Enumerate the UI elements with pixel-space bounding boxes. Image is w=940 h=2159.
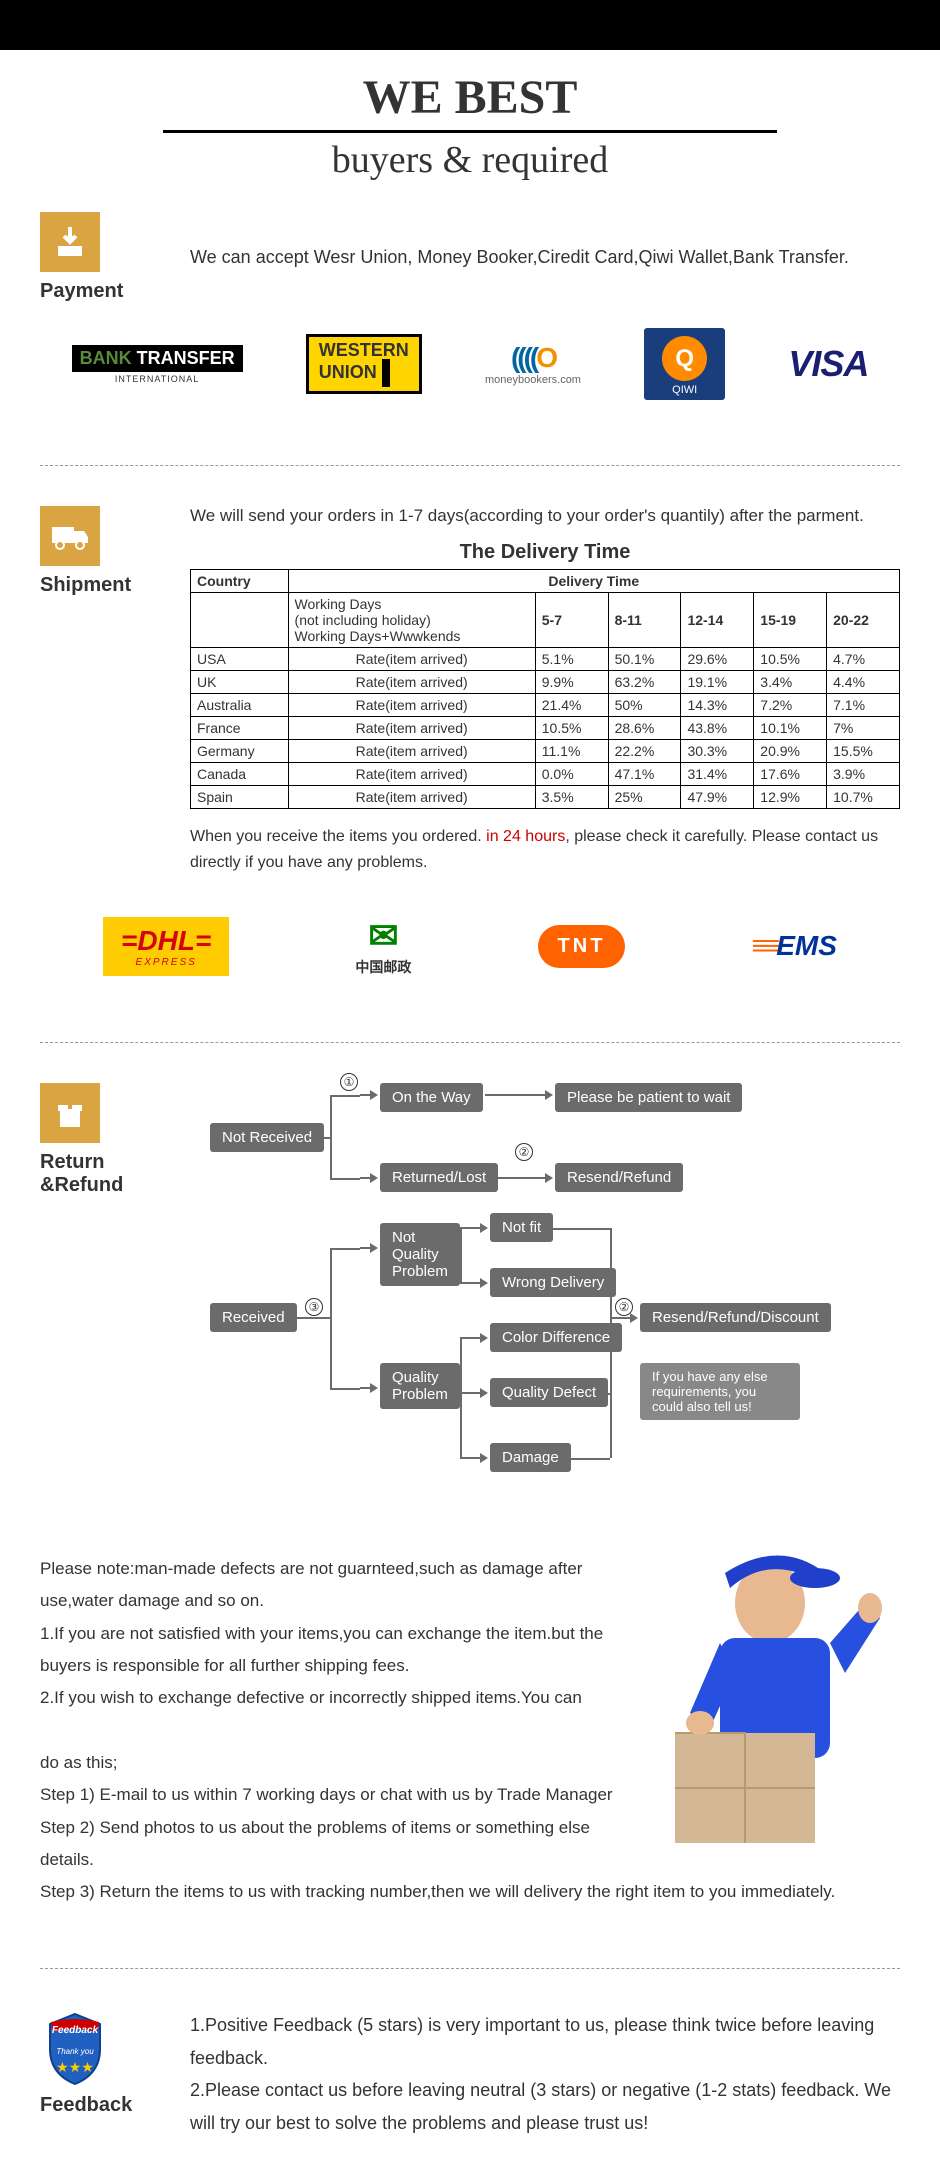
visa-logo: VISA — [783, 338, 873, 390]
flow-on-way: On the Way — [380, 1083, 483, 1112]
th-working-days: Working Days (not including holiday) Wor… — [288, 593, 535, 648]
ems-logo: ≡≡EMS — [747, 925, 842, 967]
table-row: USARate(item arrived)5.1%50.1%29.6%10.5%… — [191, 648, 900, 671]
bank-transfer-logo: BANK TRANSFER INTERNATIONAL — [67, 340, 248, 389]
flow-resend: Resend/Refund — [555, 1163, 683, 1192]
payment-icon — [40, 212, 100, 272]
flow-damage: Damage — [490, 1443, 571, 1472]
tnt-logo: TNT — [533, 920, 631, 973]
flow-wrong: Wrong Delivery — [490, 1268, 616, 1297]
moneybookers-logo: ((((O moneybookers.com — [480, 337, 586, 391]
china-post-logo: ✉ 中国邮政 — [350, 910, 416, 982]
return-policy-block: Please note:man-made defects are not gua… — [40, 1533, 900, 1928]
shipment-intro: We will send your orders in 1-7 days(acc… — [190, 506, 900, 526]
flow-qp: Quality Problem — [380, 1363, 460, 1409]
refund-label: Return &Refund — [40, 1151, 170, 1197]
payment-text: We can accept Wesr Union, Money Booker,C… — [190, 247, 900, 268]
western-union-logo: WESTERNUNION — [301, 329, 427, 399]
divider — [40, 465, 900, 466]
table-row: SpainRate(item arrived)3.5%25%47.9%12.9%… — [191, 786, 900, 809]
th-col: 8-11 — [608, 593, 681, 648]
flow-returned: Returned/Lost — [380, 1163, 498, 1192]
flow-not-fit: Not fit — [490, 1213, 553, 1242]
refund-icon — [40, 1083, 100, 1143]
th-col: 12-14 — [681, 593, 754, 648]
th-col: 20-22 — [827, 593, 900, 648]
table-row: UKRate(item arrived)9.9%63.2%19.1%3.4%4.… — [191, 671, 900, 694]
th-col: 15-19 — [754, 593, 827, 648]
flow-resend2: Resend/Refund/Discount — [640, 1303, 831, 1332]
flow-info: If you have any else requirements, you c… — [640, 1363, 800, 1420]
feedback-section: Feedback Thank you ★★★ Feedback 1.Positi… — [0, 1989, 940, 2159]
feedback-label: Feedback — [40, 2094, 170, 2117]
shipment-label: Shipment — [40, 574, 170, 597]
dhl-logo: =DHL= EXPRESS — [98, 912, 234, 981]
th-col: 5-7 — [535, 593, 608, 648]
table-row: GermanyRate(item arrived)11.1%22.2%30.3%… — [191, 740, 900, 763]
page-subtitle: buyers & required — [0, 138, 940, 182]
qiwi-logo: Q QIWI — [639, 323, 730, 405]
table-row: AustraliaRate(item arrived)21.4%50%14.3%… — [191, 694, 900, 717]
svg-text:Thank you: Thank you — [56, 2047, 94, 2056]
flow-received: Received — [210, 1303, 297, 1332]
delivery-table: Country Delivery Time Working Days (not … — [190, 569, 900, 809]
th-country: Country — [191, 570, 289, 593]
payment-label: Payment — [40, 280, 170, 303]
feedback-text: 1.Positive Feedback (5 stars) is very im… — [190, 2009, 900, 2139]
feedback-shield-icon: Feedback Thank you ★★★ — [40, 2009, 110, 2089]
carrier-logos: =DHL= EXPRESS ✉ 中国邮政 TNT ≡≡EMS — [40, 910, 900, 982]
shipment-section: Shipment We will send your orders in 1-7… — [0, 486, 940, 1022]
divider — [40, 1968, 900, 1969]
header: WE BEST buyers & required — [0, 50, 940, 192]
shipment-icon — [40, 506, 100, 566]
flow-color: Color Difference — [490, 1323, 622, 1352]
delivery-man-illustration — [620, 1533, 900, 1863]
payment-logos: BANK TRANSFER INTERNATIONAL WESTERNUNION… — [40, 323, 900, 405]
payment-section: Payment We can accept Wesr Union, Money … — [0, 192, 940, 445]
svg-text:★★★: ★★★ — [56, 2059, 94, 2075]
refund-flowchart: Not Received ① On the Way Please be pati… — [210, 1083, 900, 1503]
flow-patient: Please be patient to wait — [555, 1083, 742, 1112]
flow-nqp: Not Quality Problem — [380, 1223, 460, 1286]
flow-defect: Quality Defect — [490, 1378, 608, 1407]
divider — [40, 1042, 900, 1043]
svg-text:Feedback: Feedback — [52, 2025, 99, 2036]
top-black-bar — [0, 0, 940, 50]
page-title: WE BEST — [163, 70, 778, 133]
th-delivery-time: Delivery Time — [288, 570, 899, 593]
refund-section: Return &Refund Not Received ① On the Way… — [0, 1063, 940, 1948]
shipment-note: When you receive the items you ordered. … — [190, 824, 900, 875]
delivery-table-title: The Delivery Time — [190, 541, 900, 564]
flow-not-received: Not Received — [210, 1123, 324, 1152]
table-row: FranceRate(item arrived)10.5%28.6%43.8%1… — [191, 717, 900, 740]
table-row: CanadaRate(item arrived)0.0%47.1%31.4%17… — [191, 763, 900, 786]
